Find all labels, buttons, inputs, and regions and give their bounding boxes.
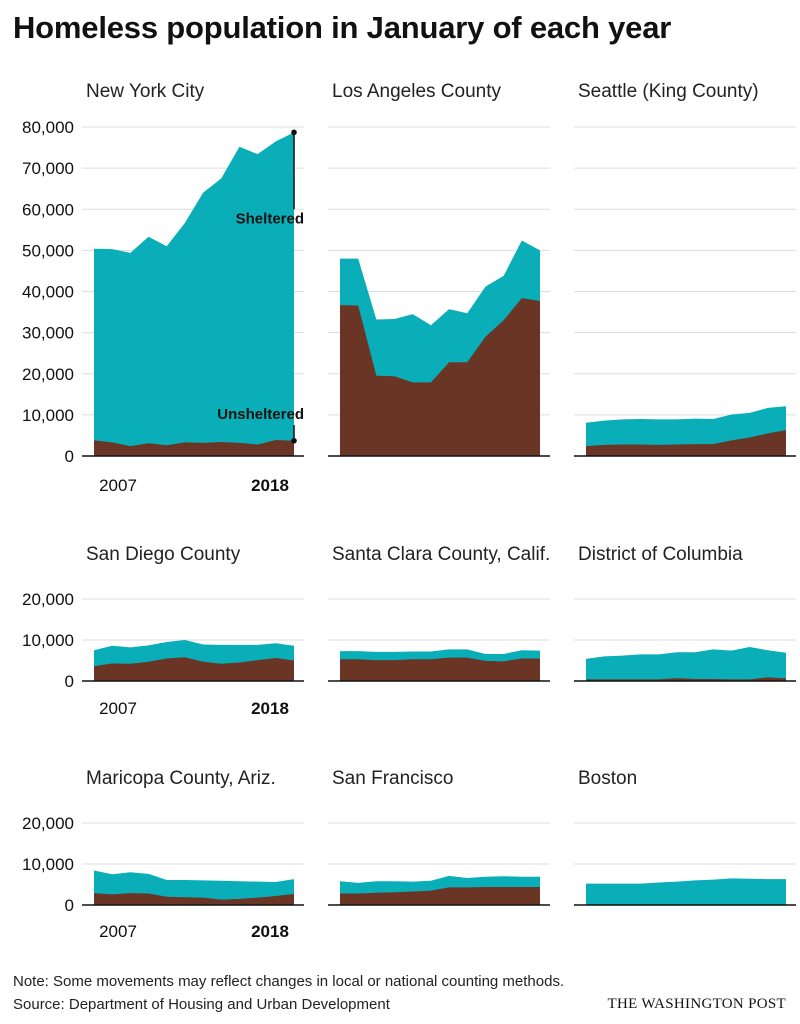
- y-tick-label: 10,000: [22, 631, 74, 650]
- sheltered-marker-dot: [291, 129, 297, 136]
- unsheltered-area: [586, 677, 786, 681]
- panel-7: San Francisco: [328, 768, 550, 906]
- y-tick-label: 80,000: [22, 118, 74, 137]
- panel-title: San Diego County: [86, 544, 241, 565]
- y-tick-label: 10,000: [22, 406, 74, 425]
- unsheltered-marker-dot: [291, 437, 297, 444]
- panel-6: Maricopa County, Ariz. 20,000 10,000 0 2007 2…: [22, 768, 304, 941]
- y-tick-label: 10,000: [22, 855, 74, 874]
- source-text: Source: Department of Housing and Urban …: [13, 996, 390, 1013]
- x-tick-label-start: 2007: [99, 476, 137, 495]
- x-tick-label-start: 2007: [99, 699, 137, 718]
- x-tick-label-end: 2018: [251, 699, 289, 718]
- y-tick-label: 20,000: [22, 365, 74, 384]
- publisher-credit: THE WASHINGTON POST: [607, 996, 786, 1012]
- panel-4: Santa Clara County, Calif.: [328, 544, 550, 682]
- annotation-unsheltered: Unsheltered: [217, 406, 304, 423]
- panel-title: Boston: [578, 768, 637, 789]
- y-tick-label: 50,000: [22, 241, 74, 260]
- unsheltered-area: [94, 893, 294, 905]
- y-tick-label: 20,000: [22, 590, 74, 609]
- panel-5: District of Columbia: [574, 544, 796, 682]
- panel-title: District of Columbia: [578, 544, 743, 565]
- y-tick-label: 60,000: [22, 200, 74, 219]
- unsheltered-area: [340, 886, 540, 905]
- y-tick-label: 0: [65, 672, 74, 691]
- unsheltered-area: [94, 657, 294, 681]
- unsheltered-area: [340, 298, 540, 456]
- unsheltered-area: [94, 439, 294, 456]
- panel-8: Boston: [574, 768, 796, 906]
- note-text: Note: Some movements may reflect changes…: [13, 973, 565, 990]
- y-tick-label: 20,000: [22, 814, 74, 833]
- unsheltered-area: [586, 430, 786, 456]
- y-tick-label: 40,000: [22, 283, 74, 302]
- sheltered-area: [94, 132, 294, 456]
- panel-title: Santa Clara County, Calif.: [332, 544, 550, 565]
- chart-title: Homeless population in January of each y…: [13, 10, 672, 45]
- y-tick-label: 0: [65, 447, 74, 466]
- panel-title: Maricopa County, Ariz.: [86, 768, 276, 789]
- panel-2: Seattle (King County): [574, 81, 796, 457]
- sheltered-area: [586, 646, 786, 681]
- y-tick-label: 0: [65, 896, 74, 915]
- panel-3: San Diego County 20,000 10,000 0 2007 2018: [22, 544, 304, 718]
- annotation-sheltered: Sheltered: [236, 210, 304, 227]
- unsheltered-area: [340, 657, 540, 681]
- panel-title: Los Angeles County: [332, 81, 502, 102]
- y-tick-label: 70,000: [22, 159, 74, 178]
- x-tick-label-start: 2007: [99, 922, 137, 941]
- panel-title: San Francisco: [332, 768, 453, 789]
- panel-title: New York City: [86, 81, 205, 102]
- x-tick-label-end: 2018: [251, 922, 289, 941]
- y-tick-label: 30,000: [22, 324, 74, 343]
- sheltered-area: [586, 878, 786, 905]
- panel-1: Los Angeles County: [328, 81, 550, 457]
- panel-title: Seattle (King County): [578, 81, 759, 102]
- x-tick-label-end: 2018: [251, 476, 289, 495]
- panel-0: New York City 80,000 70,000 60,000 50,000 40,…: [22, 81, 304, 495]
